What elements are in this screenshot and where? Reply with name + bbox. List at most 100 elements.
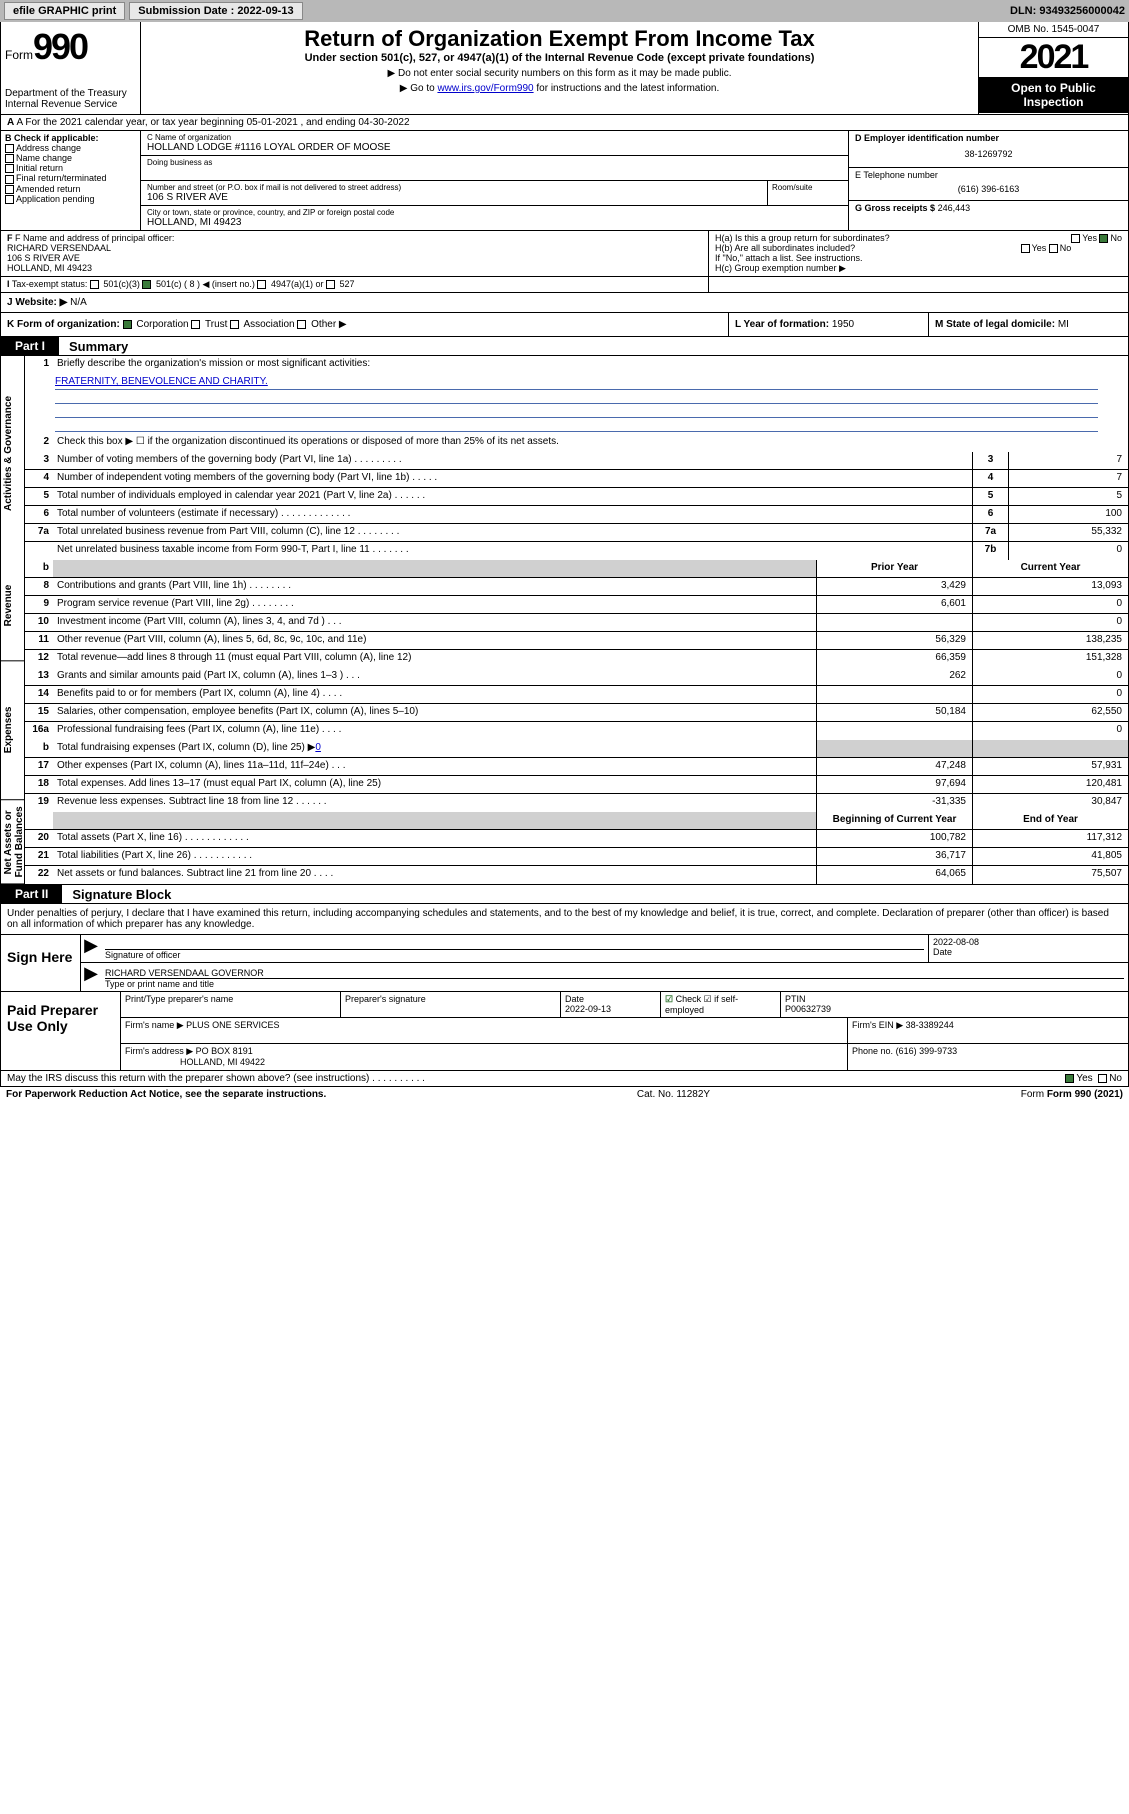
may-yes: Yes bbox=[1076, 1073, 1092, 1084]
prior-amt: 262 bbox=[816, 668, 972, 685]
line-desc: Total expenses. Add lines 13–17 (must eq… bbox=[53, 776, 816, 793]
row-i: I Tax-exempt status: 501(c)(3) 501(c) ( … bbox=[0, 277, 1129, 293]
org-name-cell: C Name of organization HOLLAND LODGE #11… bbox=[141, 131, 848, 156]
vside-expenses: Expenses bbox=[1, 661, 24, 800]
chk-527[interactable] bbox=[326, 280, 335, 289]
line16b: b Total fundraising expenses (Part IX, c… bbox=[25, 740, 1128, 758]
line2: 2 Check this box ▶ ☐ if the organization… bbox=[25, 434, 1128, 452]
note-goto: ▶ Go to www.irs.gov/Form990 for instruct… bbox=[149, 83, 970, 94]
line2-text: Check this box ▶ ☐ if the organization d… bbox=[53, 434, 1128, 452]
col-end-year: End of Year bbox=[972, 812, 1128, 829]
line-num: 20 bbox=[25, 830, 53, 847]
summary-row: 10Investment income (Part VIII, column (… bbox=[25, 614, 1128, 632]
summary-row: 11Other revenue (Part VIII, column (A), … bbox=[25, 632, 1128, 650]
chk-name-change[interactable] bbox=[5, 154, 14, 163]
lbl-4947: 4947(a)(1) or bbox=[271, 279, 324, 289]
line-desc: Number of independent voting members of … bbox=[53, 470, 972, 487]
line-desc: Net unrelated business taxable income fr… bbox=[53, 542, 972, 560]
chk-corp[interactable] bbox=[123, 320, 132, 329]
col-begin-year: Beginning of Current Year bbox=[816, 812, 972, 829]
prep-date: 2022-09-13 bbox=[565, 1004, 611, 1014]
street-cell: Number and street (or P.O. box if mail i… bbox=[141, 181, 768, 205]
room-cell: Room/suite bbox=[768, 181, 848, 205]
line-box: 7b bbox=[972, 542, 1008, 560]
chk-4947[interactable] bbox=[257, 280, 266, 289]
ha-label: H(a) Is this a group return for subordin… bbox=[715, 233, 890, 243]
current-amt: 0 bbox=[972, 668, 1128, 685]
dln: DLN: 93493256000042 bbox=[1010, 5, 1125, 17]
chk-app-pending[interactable] bbox=[5, 195, 14, 204]
chk-may-yes[interactable] bbox=[1065, 1074, 1074, 1083]
line-desc: Total number of individuals employed in … bbox=[53, 488, 972, 505]
tax-year: 2021 bbox=[979, 38, 1128, 77]
line-num: 11 bbox=[25, 632, 53, 649]
mission: FRATERNITY, BENEVOLENCE AND CHARITY. bbox=[55, 376, 1098, 390]
officer-name-title: RICHARD VERSENDAAL GOVERNOR bbox=[105, 968, 1124, 978]
ptin: P00632739 bbox=[785, 1004, 831, 1014]
chk-hb-yes[interactable] bbox=[1021, 244, 1030, 253]
chk-ha-no[interactable] bbox=[1099, 234, 1108, 243]
domicile: MI bbox=[1058, 319, 1069, 330]
line-num: 9 bbox=[25, 596, 53, 613]
prep-name-label: Print/Type preparer's name bbox=[121, 992, 341, 1017]
form-org-label: K Form of organization: bbox=[7, 319, 120, 330]
prior-amt: 64,065 bbox=[816, 866, 972, 884]
chk-address-change[interactable] bbox=[5, 144, 14, 153]
chk-may-no[interactable] bbox=[1098, 1074, 1107, 1083]
chk-other[interactable] bbox=[297, 320, 306, 329]
current-amt: 30,847 bbox=[972, 794, 1128, 812]
part1-body: Activities & Governance Revenue Expenses… bbox=[0, 356, 1129, 885]
prior-amt: 36,717 bbox=[816, 848, 972, 865]
summary-row: 16aProfessional fundraising fees (Part I… bbox=[25, 722, 1128, 740]
irs-link[interactable]: www.irs.gov/Form990 bbox=[437, 83, 533, 94]
city-label: City or town, state or province, country… bbox=[147, 208, 842, 217]
header-block: B Check if applicable: Address change Na… bbox=[0, 131, 1129, 231]
page-footer: For Paperwork Reduction Act Notice, see … bbox=[0, 1087, 1129, 1102]
summary-row: 8Contributions and grants (Part VIII, li… bbox=[25, 578, 1128, 596]
line-desc: Other revenue (Part VIII, column (A), li… bbox=[53, 632, 816, 649]
col-b-head ;: B Check if applicable: bbox=[5, 133, 136, 143]
department: Department of the Treasury Internal Reve… bbox=[5, 88, 136, 110]
cat-no: Cat. No. 11282Y bbox=[637, 1089, 710, 1100]
chk-501c3[interactable] bbox=[90, 280, 99, 289]
dba-cell: Doing business as bbox=[141, 156, 848, 181]
chk-ha-yes[interactable] bbox=[1071, 234, 1080, 243]
line-amt: 0 bbox=[1008, 542, 1128, 560]
line1: 1 Briefly describe the organization's mi… bbox=[25, 356, 1128, 374]
prior-amt bbox=[816, 614, 972, 631]
prior-amt: 50,184 bbox=[816, 704, 972, 721]
current-amt: 151,328 bbox=[972, 650, 1128, 668]
chk-trust[interactable] bbox=[191, 320, 200, 329]
line-num bbox=[25, 542, 53, 560]
summary-row: 15Salaries, other compensation, employee… bbox=[25, 704, 1128, 722]
prior-amt bbox=[816, 686, 972, 703]
current-amt: 120,481 bbox=[972, 776, 1128, 793]
firm-name: PLUS ONE SERVICES bbox=[186, 1020, 279, 1030]
current-amt: 57,931 bbox=[972, 758, 1128, 775]
line-desc: Total number of volunteers (estimate if … bbox=[53, 506, 972, 523]
line-box: 3 bbox=[972, 452, 1008, 469]
line-box: 4 bbox=[972, 470, 1008, 487]
line-desc: Contributions and grants (Part VIII, lin… bbox=[53, 578, 816, 595]
part1-tab: Part I bbox=[1, 337, 59, 355]
name-title-label: Type or print name and title bbox=[105, 978, 1124, 989]
chk-501c[interactable] bbox=[142, 280, 151, 289]
officer-label: F Name and address of principal officer: bbox=[15, 233, 174, 243]
chk-hb-no[interactable] bbox=[1049, 244, 1058, 253]
chk-initial-return[interactable] bbox=[5, 164, 14, 173]
chk-amended[interactable] bbox=[5, 185, 14, 194]
line-num: 12 bbox=[25, 650, 53, 668]
part2-title: Signature Block bbox=[62, 887, 171, 902]
chk-assoc[interactable] bbox=[230, 320, 239, 329]
line-desc: Net assets or fund balances. Subtract li… bbox=[53, 866, 816, 884]
officer-name: RICHARD VERSENDAAL bbox=[7, 243, 111, 253]
part1-title: Summary bbox=[59, 339, 128, 354]
ein: 38-1269792 bbox=[855, 143, 1122, 165]
mission-text: FRATERNITY, BENEVOLENCE AND CHARITY. bbox=[25, 374, 1128, 434]
efile-print-button[interactable]: efile GRAPHIC print bbox=[4, 2, 125, 20]
line-desc: Program service revenue (Part VIII, line… bbox=[53, 596, 816, 613]
lbl-amended: Amended return bbox=[16, 184, 81, 194]
row-f-h: F F Name and address of principal office… bbox=[0, 231, 1129, 277]
chk-final-return[interactable] bbox=[5, 175, 14, 184]
line16b-n: b bbox=[25, 740, 53, 757]
